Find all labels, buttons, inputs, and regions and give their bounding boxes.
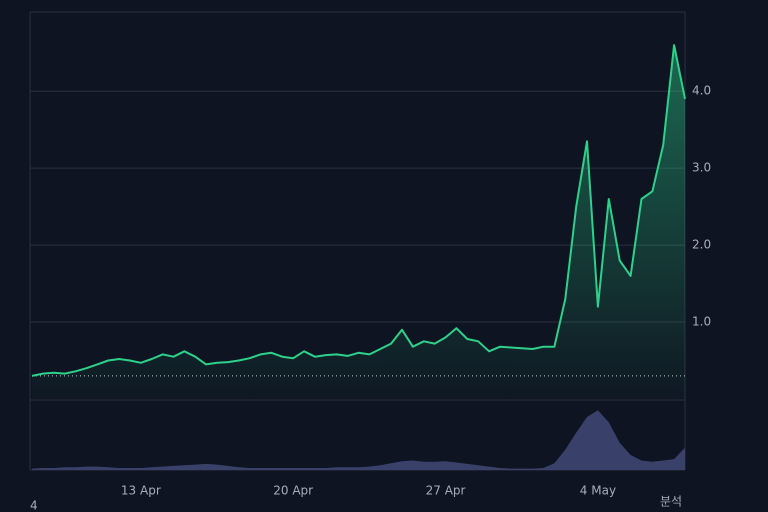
volume-area (32, 410, 685, 470)
y-tick-label: 2.0 (692, 238, 711, 252)
y-tick-label: 4.0 (692, 84, 711, 98)
x-tick-label: 20 Apr (273, 484, 313, 498)
y-tick-label: 3.0 (692, 161, 711, 175)
x-tick-label: 4 May (580, 484, 616, 498)
x-tick-label: 13 Apr (121, 484, 161, 498)
corner-text: 분석 (660, 495, 682, 509)
price-area (32, 45, 685, 399)
corner-text: 4 (30, 499, 38, 512)
x-tick-label: 27 Apr (426, 484, 466, 498)
y-tick-label: 1.0 (692, 315, 711, 329)
price-line (31, 44, 686, 377)
